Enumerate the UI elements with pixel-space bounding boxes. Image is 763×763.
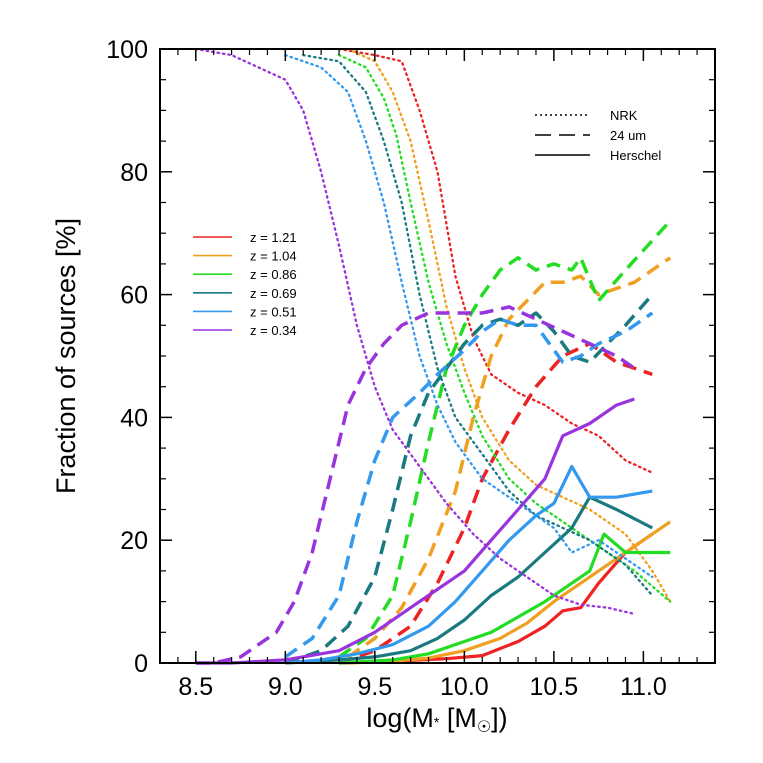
- series-2-herschel-line: [338, 532, 671, 665]
- legend-label-4: z = 0.51: [250, 304, 297, 319]
- legend-layer: z = 1.21 z = 1.04 z = 0.86 z = 0.69 z = 0.51…: [193, 108, 661, 338]
- style-legend-label-0: NRK: [610, 108, 638, 123]
- series-2-nrk-line: [337, 53, 672, 603]
- x-tick-label-0: 8.5: [178, 673, 213, 701]
- legend-label-5: z = 0.34: [250, 323, 297, 338]
- y-tick-label-5: 100: [106, 36, 148, 64]
- series-3-herschel-line: [285, 495, 654, 665]
- series-4-nrk-line: [284, 53, 654, 579]
- legend-label-1: z = 1.04: [250, 249, 297, 264]
- series-5-nrk-line: [194, 47, 636, 616]
- series-3-mips-line: [284, 293, 654, 665]
- series-4-herschel-line: [285, 464, 653, 665]
- series-5-herschel-line: [195, 397, 635, 665]
- style-legend-label-2: Herschel: [610, 148, 661, 163]
- legend-label-3: z = 0.69: [250, 286, 297, 301]
- y-tick-label-3: 60: [120, 282, 148, 310]
- ticks-layer: 8.5 9.0 9.5 10.0 10.5 11.0 0 20 40 60 80 100: [106, 36, 715, 701]
- x-tick-label-3: 10.0: [440, 673, 489, 701]
- y-axis-label: Fraction of sources [%]: [51, 218, 81, 494]
- legend-label-0: z = 1.21: [250, 230, 297, 245]
- legend-label-2: z = 0.86: [250, 267, 297, 282]
- style-legend-label-1: 24 um: [610, 128, 646, 143]
- y-tick-label-4: 80: [120, 159, 148, 187]
- series-3-nrk-line: [302, 53, 654, 597]
- series-layer: [194, 47, 672, 665]
- x-tick-label-4: 10.5: [530, 673, 579, 701]
- series-0-nrk-line: [337, 47, 654, 474]
- x-tick-label-5: 11.0: [620, 673, 667, 701]
- x-axis-label: log(M* [M☉]): [366, 703, 507, 736]
- series-4-mips-line: [284, 311, 654, 659]
- x-tick-label-1: 9.0: [268, 673, 303, 701]
- y-tick-label-1: 20: [120, 527, 148, 555]
- x-tick-label-2: 9.5: [357, 673, 392, 701]
- series-5-mips-line: [195, 305, 636, 665]
- y-tick-label-2: 40: [120, 404, 148, 432]
- series-2-mips-line: [338, 219, 672, 659]
- series-1-nrk-line: [346, 47, 672, 603]
- y-tick-label-0: 0: [134, 650, 148, 678]
